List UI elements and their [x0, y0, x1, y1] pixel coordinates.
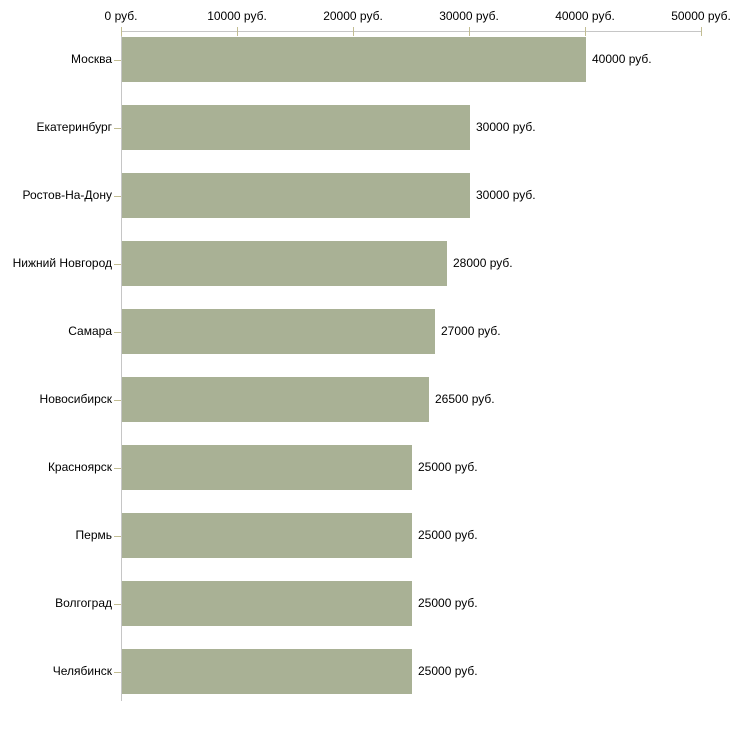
value-label: 28000 руб.	[453, 255, 513, 270]
bar	[122, 513, 412, 558]
x-axis-line	[121, 31, 702, 32]
category-tick-mark	[114, 332, 121, 333]
category-label: Красноярск	[47, 459, 112, 474]
bar	[122, 105, 470, 150]
category-tick-mark	[114, 264, 121, 265]
category-tick-mark	[114, 128, 121, 129]
bar	[122, 445, 412, 490]
bar	[122, 37, 586, 82]
x-tick-mark	[469, 27, 470, 36]
category-label: Екатеринбург	[36, 119, 113, 134]
value-label: 26500 руб.	[435, 391, 495, 406]
value-label: 40000 руб.	[592, 51, 652, 66]
bar	[122, 581, 412, 626]
x-tick-mark	[237, 27, 238, 36]
x-tick-mark	[701, 27, 702, 36]
category-label: Волгоград	[55, 595, 112, 610]
category-label: Нижний Новгород	[12, 255, 112, 270]
value-label: 25000 руб.	[418, 663, 478, 678]
category-label: Новосибирск	[39, 391, 112, 406]
value-label: 30000 руб.	[476, 187, 536, 202]
x-tick-label: 40000 руб.	[555, 9, 615, 23]
x-tick-label: 20000 руб.	[323, 9, 383, 23]
category-tick-mark	[114, 672, 121, 673]
category-label: Ростов-На-Дону	[22, 187, 112, 202]
category-tick-mark	[114, 604, 121, 605]
bar	[122, 649, 412, 694]
x-tick-mark	[353, 27, 354, 36]
category-tick-mark	[114, 536, 121, 537]
category-tick-mark	[114, 400, 121, 401]
value-label: 30000 руб.	[476, 119, 536, 134]
bar	[122, 241, 447, 286]
value-label: 27000 руб.	[441, 323, 501, 338]
bar	[122, 377, 429, 422]
x-tick-label: 30000 руб.	[439, 9, 499, 23]
x-tick-label: 0 руб.	[104, 9, 138, 23]
value-label: 25000 руб.	[418, 595, 478, 610]
x-tick-mark	[121, 27, 122, 36]
x-tick-label: 10000 руб.	[207, 9, 267, 23]
category-label: Москва	[71, 51, 112, 66]
category-tick-mark	[114, 468, 121, 469]
category-tick-mark	[114, 196, 121, 197]
bar	[122, 173, 470, 218]
y-axis-line	[121, 31, 122, 701]
category-label: Челябинск	[52, 663, 112, 678]
bar	[122, 309, 435, 354]
x-tick-mark	[585, 27, 586, 36]
category-tick-mark	[114, 60, 121, 61]
category-label: Самара	[68, 323, 112, 338]
x-tick-label: 50000 руб.	[671, 9, 730, 23]
value-label: 25000 руб.	[418, 459, 478, 474]
value-label: 25000 руб.	[418, 527, 478, 542]
category-label: Пермь	[75, 527, 112, 542]
